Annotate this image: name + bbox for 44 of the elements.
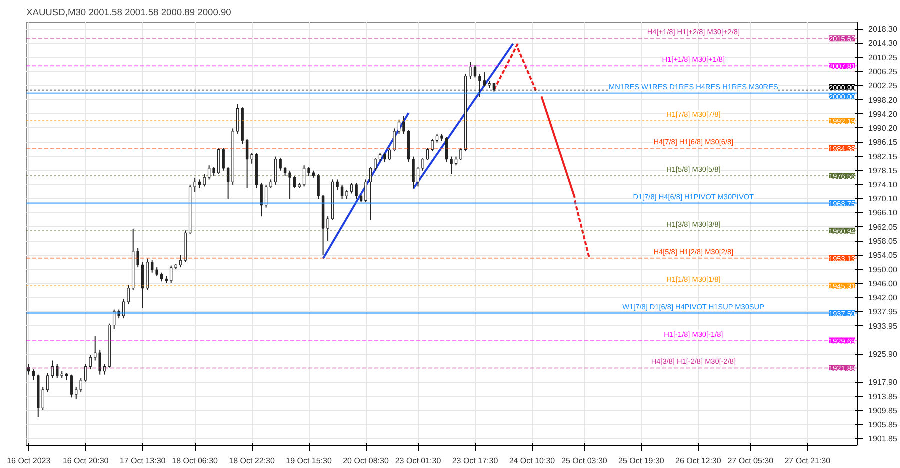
y-tick-label: 1925.90 (868, 350, 898, 360)
x-tick-label: 24 Oct 10:30 (509, 456, 556, 466)
y-tick-label: 1901.85 (868, 434, 898, 444)
y-tick-label: 2018.30 (868, 25, 898, 34)
y-tick-label: 1954.05 (868, 251, 898, 260)
x-tick-label: 18 Oct 06:30 (172, 456, 219, 466)
y-tick-label: 1909.85 (868, 406, 898, 416)
y-tick-label: 1998.20 (868, 96, 898, 105)
y-tick-label: 1994.20 (868, 110, 898, 119)
y-tick-label: 1958.05 (868, 237, 898, 246)
y-tick-label: 1966.10 (868, 208, 898, 218)
x-tick-label: 16 Oct 20:30 (62, 456, 110, 466)
y-tick-label: 1917.90 (868, 378, 898, 388)
y-tick-label: 2006.25 (868, 68, 898, 77)
y-tick-label: 1913.85 (868, 392, 898, 402)
x-tick-label: 27 Oct 05:30 (728, 456, 774, 466)
chart-title: XAUUSD,M30 2001.58 2001.58 2000.89 2000.90 (26, 8, 232, 18)
y-tick-label: 1933.95 (868, 322, 898, 331)
y-tick-label: 1978.15 (868, 166, 898, 176)
y-tick-label: 2010.25 (868, 53, 898, 62)
x-tick-label: 27 Oct 21:30 (784, 456, 832, 466)
y-tick-label: 1962.05 (868, 222, 898, 232)
y-tick-label: 1950.00 (868, 265, 898, 274)
y-tick-label: 1942.00 (868, 293, 898, 302)
y-tick-label: 2014.30 (868, 39, 898, 48)
y-tick-label: 1986.15 (868, 138, 898, 148)
y-tick-label: 1982.15 (868, 152, 898, 162)
x-tick-label: 19 Oct 15:30 (286, 456, 332, 466)
y-tick-label: 1946.00 (868, 279, 898, 288)
x-tick-label: 23 Oct 17:30 (452, 456, 499, 466)
y-tick-label: 2002.25 (868, 82, 898, 91)
x-tick-label: 23 Oct 01:30 (395, 456, 442, 466)
x-tick-label: 20 Oct 08:30 (343, 456, 390, 466)
y-tick-label: 1990.20 (868, 124, 898, 133)
y-tick-label: 1974.10 (868, 180, 898, 190)
y-tick-label: 1937.95 (868, 308, 898, 317)
y-tick-label: 1970.10 (868, 194, 898, 204)
x-tick-label: 26 Oct 12:30 (676, 456, 722, 466)
x-tick-label: 16 Oct 2023 (7, 456, 52, 466)
x-tick-label: 18 Oct 22:30 (229, 456, 276, 466)
y-tick-label: 1905.85 (868, 420, 898, 430)
x-tick-label: 25 Oct 19:30 (618, 456, 665, 466)
x-tick-label: 17 Oct 13:30 (120, 456, 166, 466)
x-tick-label: 25 Oct 03:30 (562, 456, 608, 466)
